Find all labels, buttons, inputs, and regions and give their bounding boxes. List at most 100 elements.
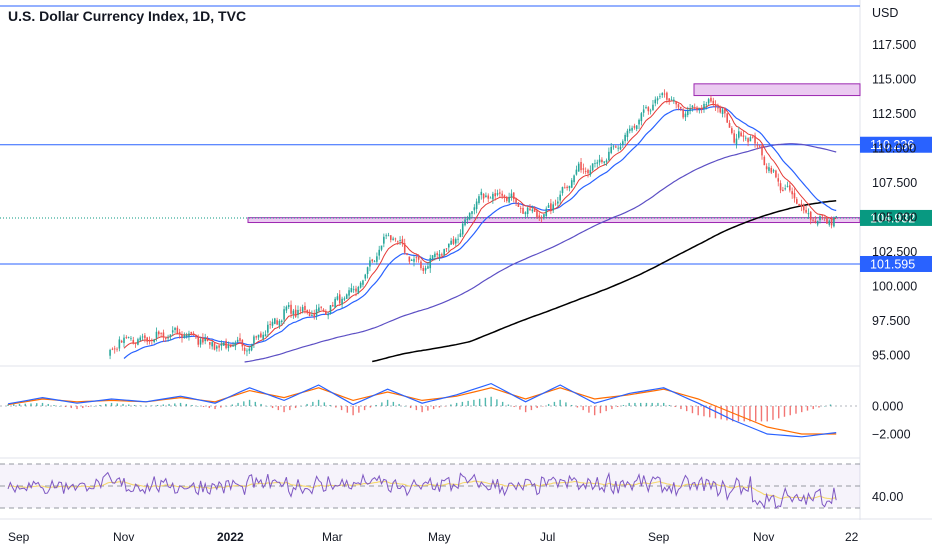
macd-histogram-bar (749, 406, 751, 422)
candle-body (454, 239, 457, 244)
candle-body (482, 193, 485, 199)
candles-layer (109, 89, 838, 360)
macd-histogram-bar (18, 403, 21, 406)
candle-body (761, 145, 763, 156)
macd-histogram-bar (444, 406, 446, 407)
macd-histogram-bar (70, 406, 72, 409)
candle-body (791, 191, 793, 195)
candle-body (496, 193, 499, 195)
macd-histogram-bar (795, 406, 797, 414)
macd-histogram-bar (243, 401, 245, 406)
candle-body (619, 146, 622, 150)
candle-body (693, 107, 696, 109)
candle-body (740, 132, 742, 137)
candle-body (823, 217, 826, 219)
candle-body (118, 339, 121, 349)
candle-body (510, 193, 513, 198)
macd-histogram-bar (93, 406, 95, 407)
candle-body (615, 146, 617, 148)
candle-body (192, 333, 195, 335)
price-axis-tick: 102.500 (872, 245, 917, 259)
candle-body (248, 348, 251, 351)
candle-body (225, 340, 227, 349)
candle-body (197, 337, 200, 345)
candle-body (707, 99, 710, 104)
candle-body (246, 350, 248, 352)
candle-body (213, 343, 216, 350)
level-price-tag (860, 255, 932, 272)
candle-body (445, 248, 448, 250)
candle-body (478, 196, 480, 204)
candle-body (376, 256, 378, 262)
candle-body (336, 296, 339, 300)
candle-body (670, 99, 673, 101)
candle-body (471, 211, 473, 214)
candle-body (538, 215, 541, 218)
macd-histogram-bar (829, 404, 832, 406)
candle-body (311, 314, 313, 316)
candle-body (422, 268, 425, 272)
macd-histogram-bar (530, 406, 533, 411)
candle-body (682, 109, 684, 118)
candle-body (573, 175, 575, 183)
macd-histogram-bar (116, 403, 118, 406)
candle-body (269, 324, 271, 325)
candle-body (512, 192, 515, 200)
candle-body (744, 137, 747, 139)
candle-body (332, 304, 334, 307)
candle-body (626, 130, 629, 137)
candle-body (480, 191, 483, 196)
candle-body (341, 298, 343, 305)
macd-histogram-bar (507, 404, 510, 406)
candle-body (371, 259, 374, 262)
candle-body (127, 337, 130, 338)
price-axis-tick: 97.500 (872, 314, 910, 328)
macd-histogram-bar (680, 406, 682, 410)
candle-body (297, 310, 299, 315)
candle-body (703, 103, 705, 109)
macd-histogram-bar (720, 406, 722, 420)
candle-body (113, 348, 116, 350)
macd-histogram-bar (645, 402, 648, 406)
candle-body (656, 98, 659, 101)
candle-body (134, 342, 137, 344)
macd-histogram-bar (743, 406, 745, 422)
candle-body (280, 320, 283, 322)
candle-body (819, 216, 821, 221)
macd-histogram-bar (697, 406, 699, 416)
candle-body (830, 219, 833, 226)
candle-body (369, 260, 371, 267)
macd-histogram-bar (703, 406, 705, 417)
macd-histogram-bar (565, 402, 567, 406)
time-axis-tick: May (428, 530, 451, 544)
candle-body (431, 255, 434, 260)
candle-body (436, 253, 438, 255)
macd-histogram-bar (346, 406, 349, 413)
candle-body (262, 334, 264, 339)
candle-body (390, 235, 392, 240)
macd-histogram-bar (524, 406, 527, 413)
candle-body (229, 344, 232, 348)
macd-histogram-bar (335, 406, 337, 408)
price-axis-tick: 105.000 (872, 211, 917, 225)
candle-body (742, 135, 745, 137)
macd-histogram-bar (283, 406, 285, 413)
candle-body (450, 240, 452, 245)
candle-body (264, 334, 267, 337)
macd-histogram-bar (732, 406, 734, 422)
macd-histogram-bar (289, 406, 291, 411)
candle-body (176, 327, 179, 334)
macd-histogram-bar (30, 403, 32, 406)
candle-body (793, 192, 796, 199)
candle-body (763, 156, 766, 166)
candle-body (536, 210, 538, 218)
candle-body (359, 282, 362, 288)
candle-body (587, 169, 589, 174)
candle-body (612, 146, 615, 148)
macd-histogram-bar (128, 404, 130, 406)
candle-body (111, 348, 114, 350)
candle-body (663, 93, 666, 95)
candle-body (322, 309, 325, 311)
candle-body (564, 187, 566, 189)
